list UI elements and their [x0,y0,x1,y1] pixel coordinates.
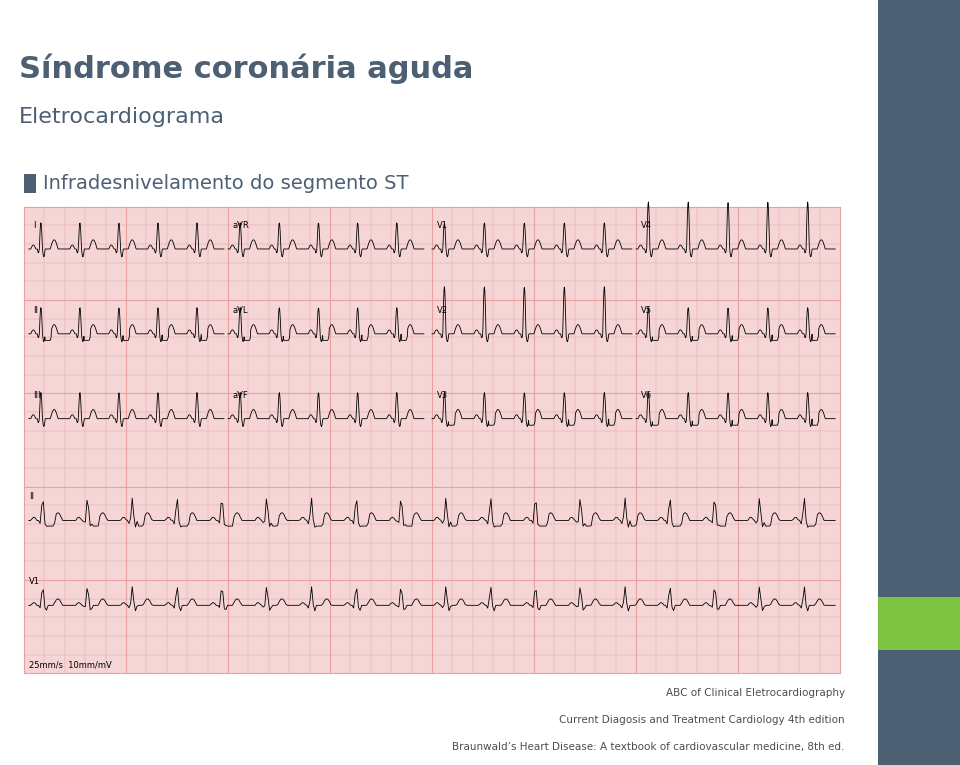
Text: II: II [34,306,38,315]
Text: V1: V1 [437,221,447,230]
Text: V5: V5 [641,306,652,315]
Text: Infradesnivelamento do segmento ST: Infradesnivelamento do segmento ST [43,174,409,193]
Bar [24,207,840,673]
Text: Síndrome coronária aguda: Síndrome coronária aguda [19,54,473,84]
Text: aVL: aVL [232,306,249,315]
Text: V2: V2 [437,306,447,315]
Bar [24,174,36,193]
Bar [878,0,960,765]
Text: aVR: aVR [232,221,250,230]
Text: 25mm/s  10mm/mV: 25mm/s 10mm/mV [29,660,111,669]
Text: III: III [34,391,41,399]
Text: Braunwald’s Heart Disease: A textbook of cardiovascular medicine, 8th ed.: Braunwald’s Heart Disease: A textbook of… [452,742,845,752]
Text: II: II [29,493,34,502]
Text: Current Diagosis and Treatment Cardiology 4th edition: Current Diagosis and Treatment Cardiolog… [559,715,845,725]
Text: ABC of Clinical Eletrocardiography: ABC of Clinical Eletrocardiography [665,688,845,698]
Text: aVF: aVF [232,391,249,399]
Text: V4: V4 [641,221,652,230]
Bar [878,597,960,650]
Text: Eletrocardiograma: Eletrocardiograma [19,107,226,127]
Text: V6: V6 [641,391,652,399]
Text: I: I [34,221,36,230]
Text: V3: V3 [437,391,448,399]
Text: V1: V1 [29,578,39,586]
